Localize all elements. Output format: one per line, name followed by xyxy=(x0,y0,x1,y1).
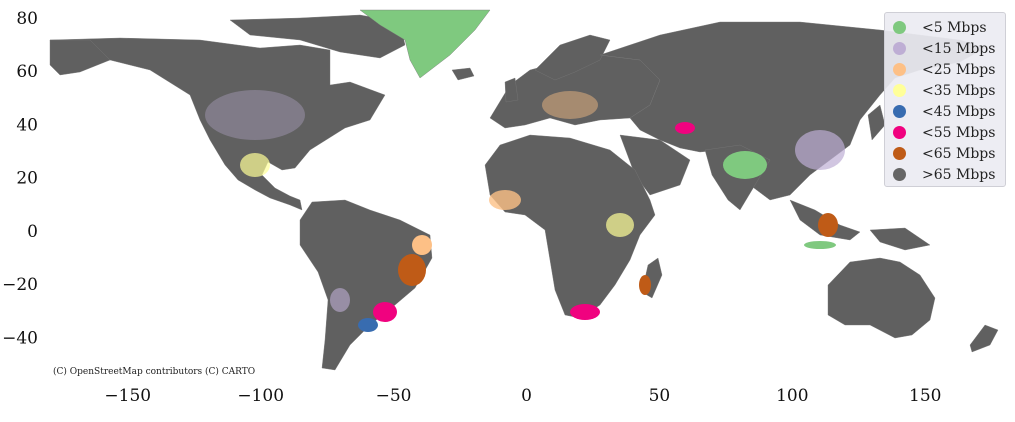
africa-shape xyxy=(484,134,656,319)
y-tick-label: 60 xyxy=(16,62,38,82)
y-tick-label: −20 xyxy=(2,275,38,295)
greenland-shape xyxy=(359,9,491,79)
x-tick-label: −50 xyxy=(376,386,412,406)
region-uruguay xyxy=(358,318,378,332)
region-west-africa xyxy=(489,190,521,210)
legend-swatch xyxy=(893,126,906,139)
legend-label: <55 Mbps xyxy=(922,124,996,141)
legend-item: <25 Mbps xyxy=(893,59,1005,80)
legend-item: <15 Mbps xyxy=(893,38,1005,59)
legend-label: <15 Mbps xyxy=(922,40,996,57)
arctic-islands-shape xyxy=(229,14,406,59)
region-east-africa xyxy=(606,213,634,237)
y-axis-ticks: 80 60 40 20 0 −20 −40 xyxy=(2,9,38,348)
y-tick-label: 20 xyxy=(16,169,38,189)
legend-label: <25 Mbps xyxy=(922,61,996,78)
x-tick-label: 100 xyxy=(776,386,808,406)
legend: <5 Mbps <15 Mbps <25 Mbps <35 Mbps <45 Mbps <… xyxy=(884,12,1006,187)
south-america-shape xyxy=(299,199,433,371)
region-middle-east xyxy=(675,122,695,134)
region-south-africa xyxy=(570,304,600,320)
australia-shape xyxy=(827,257,936,339)
map-attribution: (C) OpenStreetMap contributors (C) CARTO xyxy=(53,367,256,377)
legend-swatch xyxy=(893,105,906,118)
legend-item: <35 Mbps xyxy=(893,80,1005,101)
y-tick-label: 80 xyxy=(16,9,38,29)
legend-swatch xyxy=(893,84,906,97)
scandinavia-shape xyxy=(534,34,611,81)
legend-swatch xyxy=(893,63,906,76)
region-borneo xyxy=(818,213,838,237)
iceland-shape xyxy=(451,67,475,81)
speed-regions-layer xyxy=(205,90,845,332)
legend-label: <5 Mbps xyxy=(922,19,987,36)
y-tick-label: −40 xyxy=(2,328,38,348)
x-tick-label: 150 xyxy=(909,386,941,406)
legend-swatch xyxy=(893,147,906,160)
region-europe xyxy=(542,91,598,119)
new-zealand-shape xyxy=(969,324,999,353)
region-brazil-ne xyxy=(412,235,432,255)
legend-item: <55 Mbps xyxy=(893,122,1005,143)
region-china-east xyxy=(795,130,845,170)
uk-shape xyxy=(504,77,519,103)
x-tick-label: −150 xyxy=(104,386,151,406)
x-tick-label: 50 xyxy=(649,386,671,406)
region-us-mixed xyxy=(205,90,305,140)
region-brazil-east xyxy=(398,254,426,286)
japan-shape xyxy=(867,104,886,141)
legend-item: <5 Mbps xyxy=(893,17,1005,38)
x-tick-label: −100 xyxy=(237,386,284,406)
region-argentina xyxy=(330,288,350,312)
region-india xyxy=(723,151,767,179)
legend-swatch xyxy=(893,21,906,34)
alaska-shape xyxy=(49,39,111,76)
legend-swatch xyxy=(893,42,906,55)
legend-label: <35 Mbps xyxy=(922,82,996,99)
region-mozambique xyxy=(639,275,651,295)
legend-label: <65 Mbps xyxy=(922,145,996,162)
land-layer xyxy=(49,9,999,371)
region-brazil-south xyxy=(373,302,397,322)
legend-item: <65 Mbps xyxy=(893,143,1005,164)
legend-label: >65 Mbps xyxy=(922,166,996,183)
region-mexico xyxy=(240,153,270,177)
legend-item: >65 Mbps xyxy=(893,164,1005,185)
legend-swatch xyxy=(893,168,906,181)
legend-item: <45 Mbps xyxy=(893,101,1005,122)
x-axis-ticks: −150 −100 −50 0 50 100 150 xyxy=(104,386,941,406)
y-tick-label: 0 xyxy=(27,222,38,242)
legend-label: <45 Mbps xyxy=(922,103,996,120)
north-america-shape xyxy=(49,37,386,211)
new-guinea-shape xyxy=(869,227,931,251)
region-indonesia xyxy=(804,241,836,249)
y-tick-label: 40 xyxy=(16,115,38,135)
x-tick-label: 0 xyxy=(521,386,532,406)
